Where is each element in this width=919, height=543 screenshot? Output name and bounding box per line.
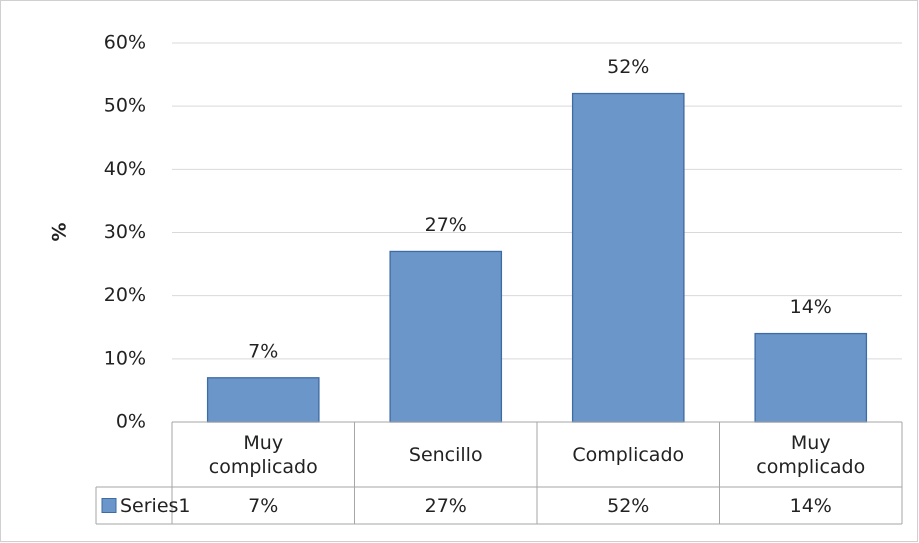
table-value: 52% [607, 494, 650, 517]
y-tick-label: 10% [104, 347, 146, 369]
data-label: 52% [607, 56, 649, 78]
bar [206, 377, 320, 423]
y-tick-label: 30% [104, 221, 146, 243]
data-label: 14% [790, 296, 832, 318]
table-value: 7% [248, 494, 279, 517]
y-tick-label: 40% [104, 158, 146, 180]
data-label: 7% [248, 340, 278, 362]
y-tick-label: 50% [104, 95, 146, 117]
table-value-cell: 14% [720, 487, 903, 524]
table-value: 14% [789, 494, 832, 517]
bar [389, 250, 503, 423]
x-tick-label-cell: Sencillo [355, 422, 538, 487]
y-axis-label: % [49, 222, 71, 241]
x-tick-label-cell: Muy complicado [172, 422, 355, 487]
x-tick-label-cell: Complicado [537, 422, 720, 487]
data-label: 27% [425, 214, 467, 236]
x-tick-label: Muy complicado [756, 431, 866, 478]
table-value-cell: 52% [537, 487, 720, 524]
legend-key [101, 498, 117, 513]
bar [571, 92, 685, 423]
legend-label: Series1 [120, 495, 191, 517]
table-value-cell: 27% [355, 487, 538, 524]
table-value-cell: 7% [172, 487, 355, 524]
bar [754, 332, 868, 423]
y-tick-label: 60% [104, 32, 146, 54]
x-tick-label: Sencillo [408, 443, 483, 466]
x-tick-label: Muy complicado [208, 431, 318, 478]
y-tick-label: 0% [116, 411, 146, 433]
y-tick-label: 20% [104, 284, 146, 306]
x-tick-label: Complicado [572, 443, 685, 466]
table-value: 27% [424, 494, 467, 517]
x-tick-label-cell: Muy complicado [720, 422, 903, 487]
